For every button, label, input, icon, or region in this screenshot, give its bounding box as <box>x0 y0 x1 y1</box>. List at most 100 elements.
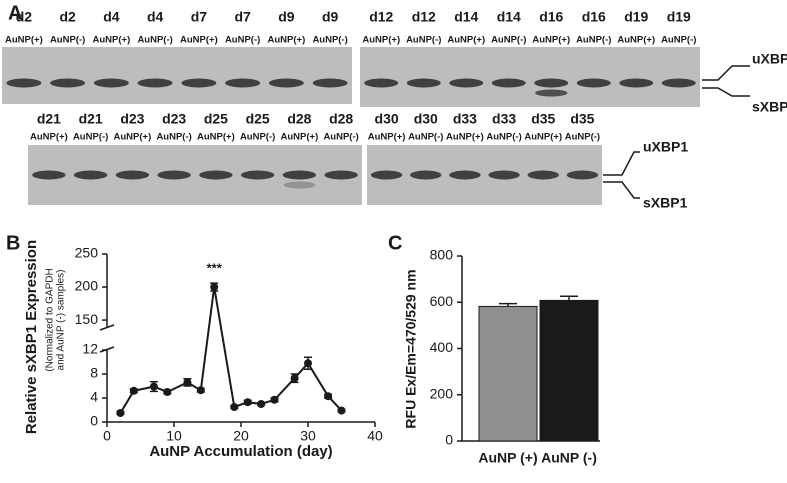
lane-group: AuNP(-) <box>312 35 347 46</box>
lane-day: d30 <box>375 111 399 127</box>
lane-day: d21 <box>79 111 103 127</box>
point <box>304 359 312 368</box>
lane-group: AuNP(-) <box>156 132 191 143</box>
lane-group: AuNP(-) <box>565 132 600 143</box>
x-axis-label: AuNP Accumulation (day) <box>149 443 332 460</box>
lane-day: d16 <box>582 9 606 25</box>
band <box>225 78 261 88</box>
lane-day: d14 <box>497 9 521 25</box>
lane-day: d2 <box>59 9 76 25</box>
band <box>199 170 233 180</box>
gel <box>2 47 352 104</box>
lane-group: AuNP(-) <box>73 132 108 143</box>
x-tick-label: 0 <box>103 428 111 444</box>
point <box>183 378 192 387</box>
point <box>270 395 279 404</box>
band <box>268 78 304 88</box>
y-tick-label: 0 <box>90 413 98 429</box>
point <box>230 403 239 411</box>
y-tick-label: 12 <box>82 341 98 357</box>
y-tick-label: 200 <box>75 278 99 294</box>
lane-group: AuNP(+) <box>114 132 152 143</box>
band <box>283 181 316 189</box>
lane-group: AuNP(-) <box>137 35 172 46</box>
lane-group: AuNP(+) <box>281 132 319 143</box>
band <box>93 78 129 88</box>
point <box>129 386 138 395</box>
lane-group: AuNP(+) <box>362 35 400 46</box>
band <box>282 170 317 180</box>
band <box>534 78 569 88</box>
lane-day: d12 <box>369 9 393 25</box>
x-tick-label: AuNP (-) <box>541 450 597 466</box>
band <box>491 78 526 88</box>
panel-label: C <box>388 232 402 254</box>
y-tick-label: 800 <box>430 247 454 263</box>
y-tick-label: 200 <box>430 385 454 401</box>
lane-group: AuNP(+) <box>617 35 655 46</box>
y-axis-sublabel: and AuNP (-) samples) <box>56 270 67 371</box>
y-tick-label: 150 <box>75 311 99 327</box>
lane-group: AuNP(-) <box>491 35 526 46</box>
band <box>619 78 654 88</box>
lane-group: AuNP(-) <box>408 132 443 143</box>
lane-day: d16 <box>539 9 563 25</box>
error-bar <box>560 295 578 301</box>
y-tick-label: 600 <box>430 293 454 309</box>
band <box>370 170 403 180</box>
lane-day: d33 <box>453 111 477 127</box>
lane-day: d19 <box>667 9 691 25</box>
band <box>576 78 611 88</box>
lane-group: AuNP(+) <box>368 132 406 143</box>
lane-day: d35 <box>570 111 594 127</box>
marker-label: sXBP1 <box>643 195 688 211</box>
band <box>157 170 191 180</box>
y-tick-label: 8 <box>90 365 98 381</box>
x-tick-label: 10 <box>166 428 182 444</box>
lane-day: d7 <box>234 9 251 25</box>
lane-day: d28 <box>287 111 311 127</box>
band <box>115 170 150 180</box>
lane-day: d35 <box>531 111 555 127</box>
lane-group: AuNP(+) <box>447 35 485 46</box>
band <box>535 89 568 97</box>
y-tick-label: 4 <box>90 389 98 405</box>
lane-day: d23 <box>120 111 144 127</box>
band <box>488 170 520 180</box>
marker-label: uXBP1 <box>643 139 688 155</box>
lane-group: AuNP(+) <box>30 132 68 143</box>
series-line <box>119 286 343 414</box>
lane-day: d14 <box>454 9 478 25</box>
lane-group: AuNP(+) <box>93 35 131 46</box>
band <box>449 170 481 180</box>
lane-group: AuNP(-) <box>240 132 275 143</box>
y-tick-label: 0 <box>445 432 453 448</box>
band <box>527 170 559 180</box>
band <box>449 78 484 88</box>
annotation: *** <box>207 261 223 276</box>
bar <box>478 305 538 442</box>
lane-group: AuNP(-) <box>323 132 358 143</box>
y-tick-label: 250 <box>75 245 99 261</box>
marker-label: sXBP1 <box>752 99 787 115</box>
lane-day: d19 <box>624 9 648 25</box>
point <box>116 409 125 417</box>
axis-break <box>99 324 115 353</box>
y-axis-label: Relative sXBP1 Expression <box>23 240 40 434</box>
band <box>73 170 108 180</box>
lane-group: AuNP(-) <box>576 35 611 46</box>
y-tick-label: 400 <box>430 339 454 355</box>
point <box>324 392 333 401</box>
lane-day: d28 <box>329 111 353 127</box>
y-axis-label: RFU Ex/Em=470/529 nm <box>403 269 419 428</box>
band <box>6 78 42 88</box>
lane-group: AuNP(+) <box>532 35 570 46</box>
lane-day: d4 <box>103 9 120 25</box>
point <box>243 398 252 407</box>
band <box>324 170 358 180</box>
band <box>312 78 348 88</box>
x-tick-label: AuNP (+) <box>478 450 537 466</box>
band <box>410 170 442 180</box>
lane-day: d30 <box>414 111 438 127</box>
band <box>566 170 599 180</box>
